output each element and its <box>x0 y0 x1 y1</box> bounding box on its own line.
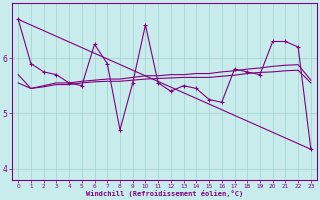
X-axis label: Windchill (Refroidissement éolien,°C): Windchill (Refroidissement éolien,°C) <box>86 190 243 197</box>
